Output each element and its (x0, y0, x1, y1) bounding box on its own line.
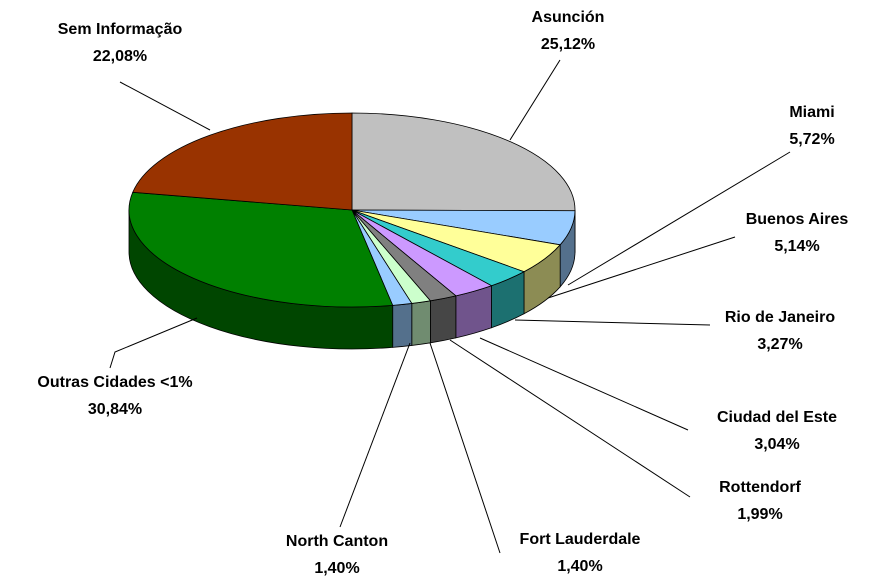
leader-line (109, 317, 198, 369)
slice-side (411, 300, 431, 346)
slice-label: Sem Informação (58, 21, 183, 38)
slice-label: North Canton (286, 533, 388, 550)
slice-label: Rio de Janeiro (725, 309, 835, 326)
leader-line (339, 342, 411, 528)
leader-line (514, 319, 711, 326)
slice (128, 191, 394, 308)
slice-value-label: 25,12% (541, 36, 595, 53)
slice-label: Miami (789, 104, 834, 121)
slice-value-label: 3,27% (757, 336, 802, 353)
slice-label: Rottendorf (719, 479, 801, 496)
slice-label: Buenos Aires (746, 211, 849, 228)
leader-line (119, 81, 211, 131)
slice-value-label: 1,99% (737, 506, 782, 523)
slice (351, 112, 576, 212)
slice-side (430, 295, 457, 344)
slice-label: Fort Lauderdale (520, 531, 641, 548)
leader-line (449, 339, 691, 498)
slice-value-label: 3,04% (754, 436, 799, 453)
slice-value-label: 22,08% (93, 48, 147, 65)
slice-label: Ciudad del Este (717, 409, 837, 426)
slice-value-label: 1,40% (557, 558, 602, 575)
leader-line (547, 236, 736, 299)
leader-line (567, 151, 791, 286)
slice-side (392, 302, 413, 348)
slice-label: Outras Cidades <1% (37, 374, 192, 391)
slice (132, 112, 353, 211)
leader-line (479, 337, 689, 431)
slice-value-label: 1,40% (314, 560, 359, 577)
slice-value-label: 5,72% (789, 131, 834, 148)
slice-label: Asunción (532, 9, 605, 26)
slice-value-label: 30,84% (88, 401, 142, 418)
slice-value-label: 5,14% (774, 238, 819, 255)
leader-line (509, 59, 561, 141)
leader-line (429, 342, 501, 554)
